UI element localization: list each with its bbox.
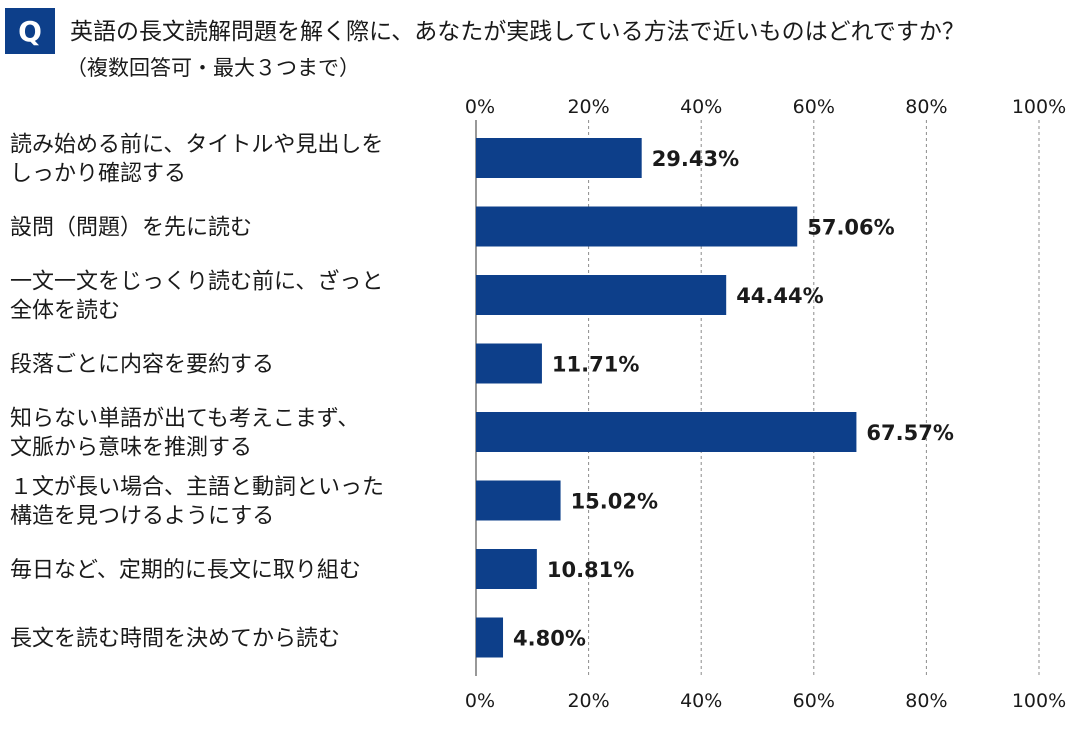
- question-subtitle: （複数回答可・最大３つまで）: [66, 56, 360, 80]
- category-label: 文脈から意味を推測する: [10, 436, 252, 461]
- category-label: 一文一文をじっくり読む前に、ざっと: [10, 269, 383, 295]
- value-label: 15.02%: [571, 490, 658, 514]
- value-label: 11.71%: [552, 353, 639, 377]
- category-label: 設問（問題）を先に読む: [10, 216, 252, 241]
- category-label: 読み始める前に、タイトルや見出しを: [10, 133, 383, 158]
- x-tick-label-top: 20%: [567, 96, 609, 118]
- x-tick-label-top: 100%: [1012, 96, 1066, 118]
- bar: [476, 480, 561, 521]
- value-label: 67.57%: [866, 421, 953, 445]
- value-label: 57.06%: [807, 216, 894, 240]
- value-label: 29.43%: [652, 147, 739, 171]
- value-label: 44.44%: [736, 284, 823, 308]
- category-label: 全体を読む: [10, 299, 120, 324]
- category-label: 長文を読む時間を決めてから読む: [10, 627, 340, 652]
- x-tick-label-bottom: 100%: [1012, 690, 1066, 712]
- x-tick-label-bottom: 20%: [567, 690, 609, 712]
- bar: [476, 412, 857, 452]
- category-label: 構造を見つけるようにする: [10, 504, 274, 529]
- category-label: 段落ごとに内容を要約する: [10, 353, 274, 378]
- x-tick-label-bottom: 60%: [793, 690, 835, 712]
- bar: [476, 138, 642, 178]
- category-label: 知らない単語が出ても考えこまず、: [10, 407, 359, 432]
- x-tick-label-bottom: 40%: [680, 690, 722, 712]
- bar: [476, 617, 504, 658]
- question-title: 英語の長文読解問題を解く際に、あなたが実践している方法で近いものはどれですか？: [70, 19, 965, 45]
- bar: [476, 206, 798, 247]
- question-badge: Q: [5, 8, 55, 54]
- value-label: 4.80%: [513, 627, 586, 651]
- category-label: 毎日など、定期的に長文に取り組む: [10, 558, 361, 583]
- bar: [476, 275, 727, 315]
- category-label: １文が長い場合、主語と動詞といった: [10, 475, 384, 500]
- x-tick-label-bottom: 0%: [465, 690, 495, 712]
- bar: [476, 549, 537, 589]
- category-label: しっかり確認する: [10, 162, 186, 187]
- x-tick-label-top: 40%: [680, 96, 722, 118]
- value-label: 10.81%: [547, 558, 634, 582]
- x-tick-label-top: 0%: [465, 96, 495, 118]
- x-tick-label-top: 80%: [905, 96, 947, 118]
- x-tick-label-bottom: 80%: [905, 690, 947, 712]
- x-tick-label-top: 60%: [793, 96, 835, 118]
- bar: [476, 343, 542, 384]
